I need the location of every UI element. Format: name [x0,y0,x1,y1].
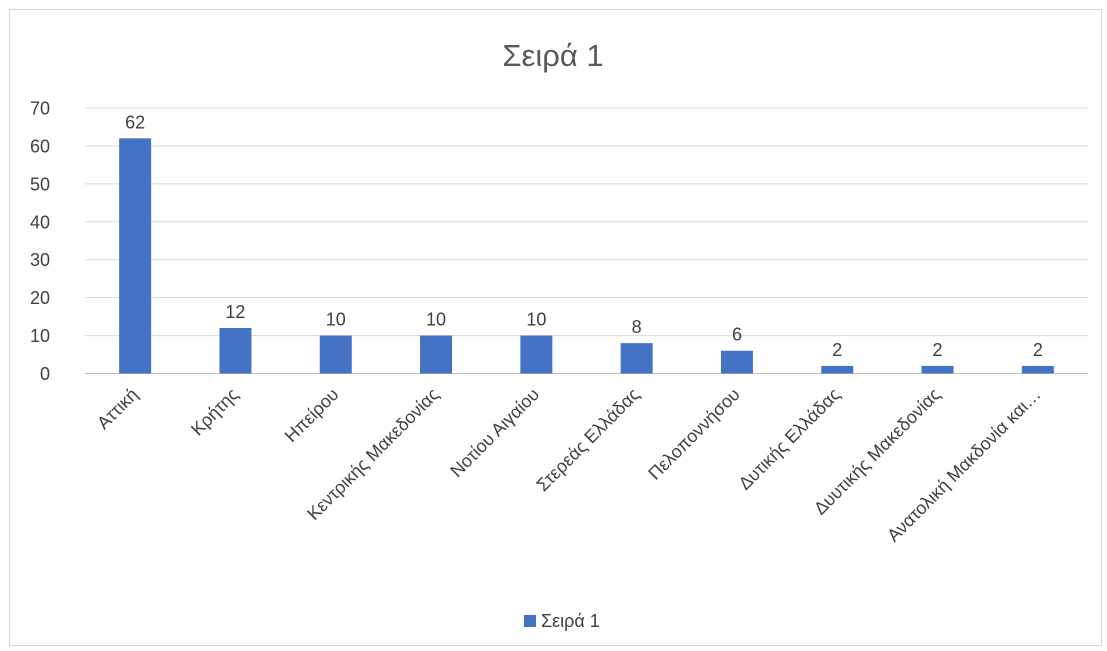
x-tick-label: Πελοποννήσου [644,384,743,483]
y-tick-label: 0 [40,364,50,384]
gridlines [85,107,1088,374]
legend-swatch [524,615,536,627]
data-label: 10 [526,310,546,330]
data-label: 62 [125,112,145,132]
x-tick-label: Δυτικής Ελλάδας [735,384,845,494]
bar [520,335,553,374]
data-label: 2 [832,340,842,360]
data-label: 2 [933,340,943,360]
x-tick-label: Νοτίου Αιγαίου [446,384,543,481]
x-tick-label: Αττική [93,384,142,433]
legend[interactable]: Σειρά 1 [524,611,600,631]
data-label: 2 [1033,340,1043,360]
bar [319,335,352,374]
y-tick-label: 50 [30,174,50,194]
bar [1021,365,1054,374]
y-tick-label: 10 [30,326,50,346]
y-tick-label: 70 [30,99,50,119]
y-tick-label: 20 [30,288,50,308]
x-tick-label: Ηπείρου [281,384,343,446]
bar [219,327,252,374]
bar [420,335,453,374]
legend-label: Σειρά 1 [541,611,600,631]
bars [119,138,1054,374]
data-label: 12 [225,302,245,322]
x-tick-label: Κρήτης [187,384,242,439]
y-tick-label: 60 [30,136,50,156]
x-tick-label: Στερεάς Ελλάδας [532,384,643,495]
y-tick-label: 30 [30,250,50,270]
chart-frame [9,9,1102,646]
bar [821,365,854,374]
bar [119,138,152,374]
bar [720,350,753,374]
chart-title: Σειρά 1 [502,38,603,73]
y-axis-tick-labels: 0 10 20 30 40 50 60 70 [30,99,50,385]
data-label: 10 [426,310,446,330]
data-label: 10 [326,310,346,330]
data-label: 8 [632,317,642,337]
data-label: 6 [732,325,742,345]
bar [921,365,954,374]
y-tick-label: 40 [30,212,50,232]
bar [620,343,653,374]
